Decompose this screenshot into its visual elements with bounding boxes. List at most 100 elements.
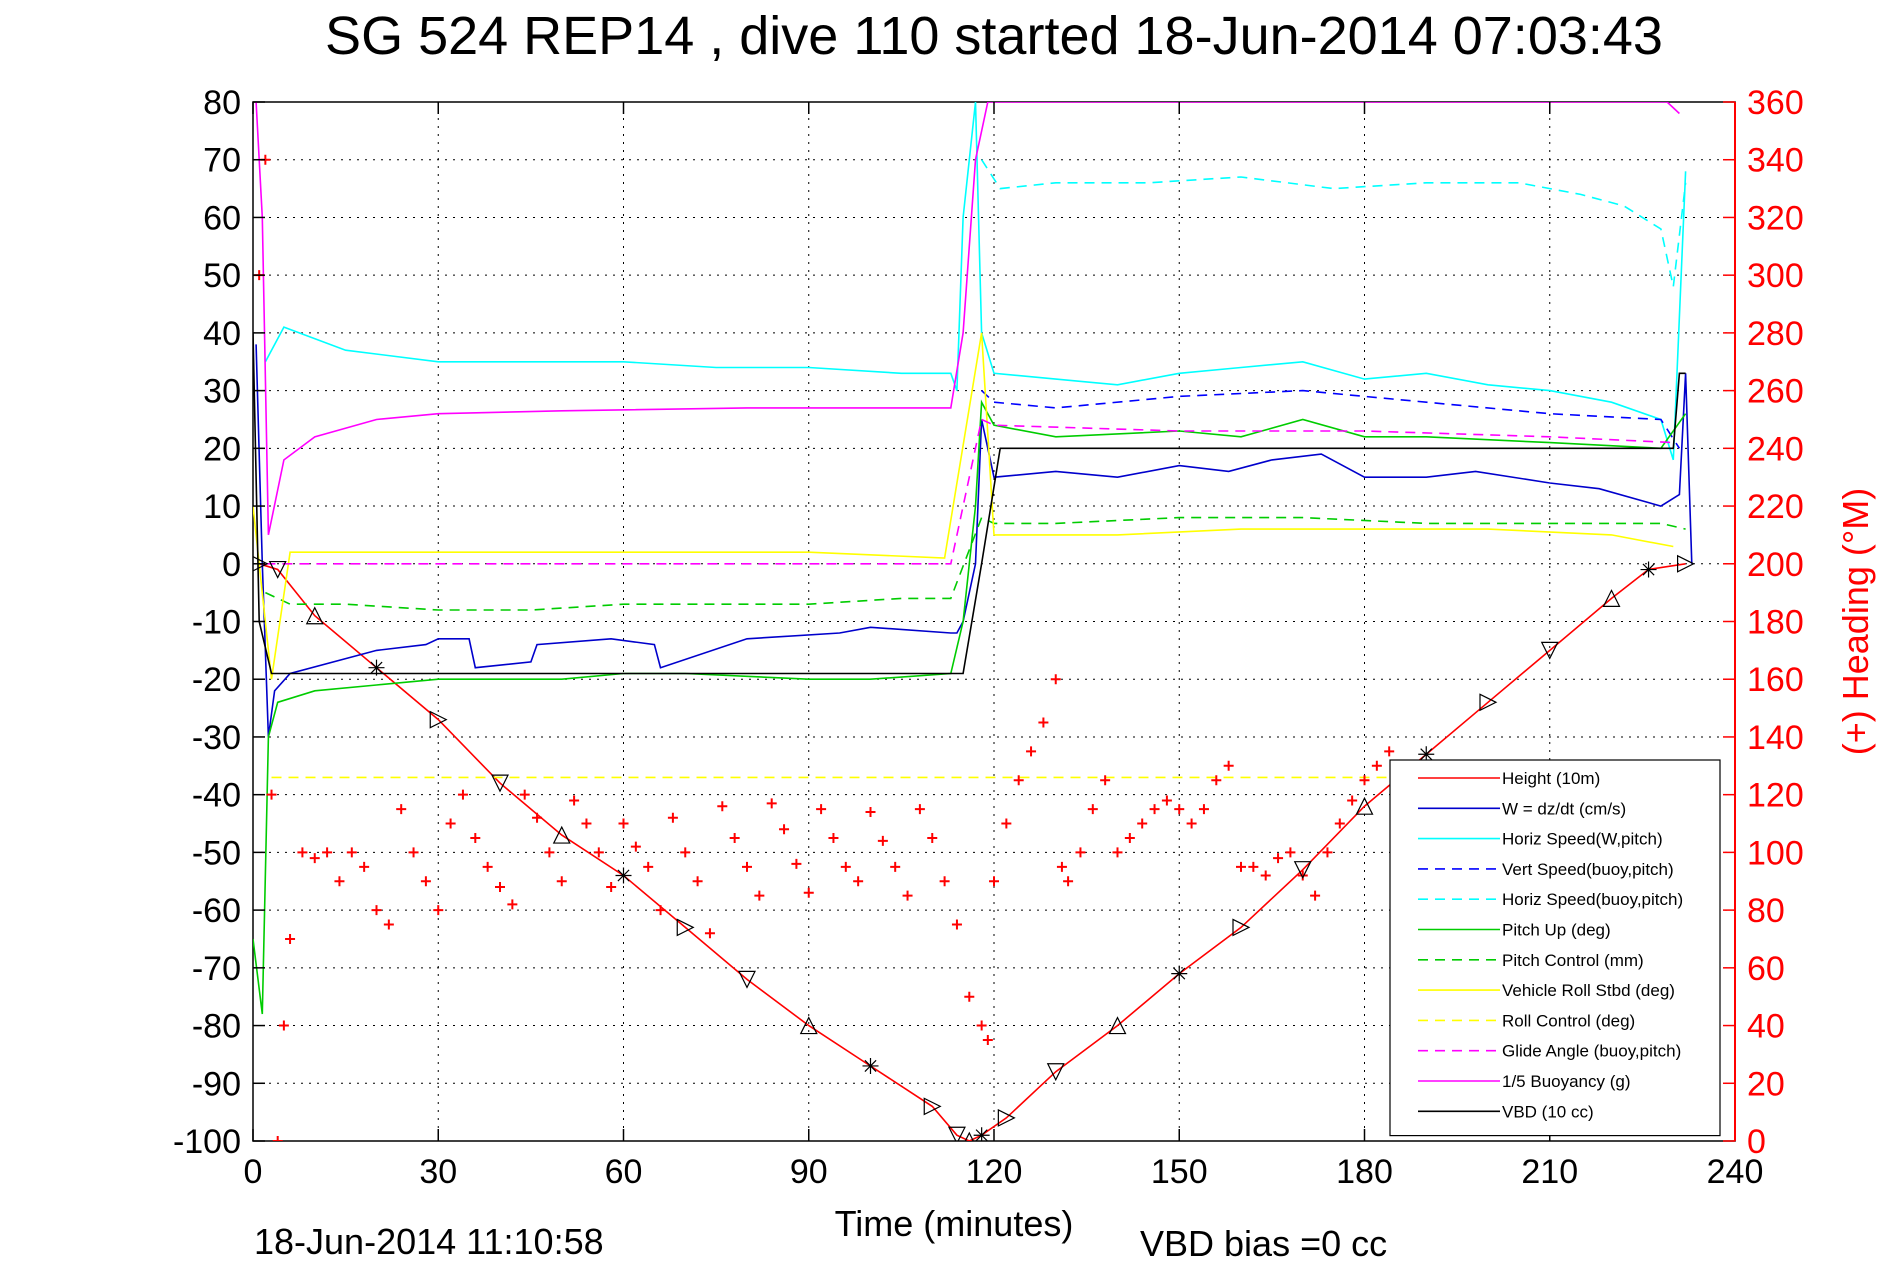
heading-point	[816, 804, 827, 815]
heading-point	[877, 835, 888, 846]
y-right-tick-label: 20	[1747, 1065, 1785, 1103]
heading-point	[1013, 775, 1024, 786]
y-left-tick-label: 40	[203, 315, 241, 353]
series-heading	[254, 154, 1407, 1141]
heading-point	[655, 905, 666, 916]
heading-point	[1038, 717, 1049, 728]
depth-marker	[615, 867, 632, 884]
heading-point	[865, 806, 876, 817]
heading-point	[1149, 804, 1160, 815]
heading-point	[420, 876, 431, 887]
heading-point	[482, 861, 493, 872]
heading-point	[581, 818, 592, 829]
right-axis-label: (+) Heading (°M)	[1835, 488, 1876, 755]
heading-point	[1198, 804, 1209, 815]
heading-point	[1248, 861, 1259, 872]
heading-point	[828, 832, 839, 843]
legend: Height (10m) W = dz/dt (cm/s) Horiz Speed(…	[1389, 759, 1721, 1137]
depth-marker	[1232, 918, 1251, 937]
depth-marker	[429, 710, 448, 729]
series-vert-speed-buoy-pitch	[981, 389, 1681, 449]
heading-point	[1273, 853, 1284, 864]
heading-point	[989, 876, 999, 887]
heading-point	[1310, 890, 1321, 901]
y-left-tick-label: -70	[192, 950, 241, 988]
heading-point	[1124, 832, 1135, 843]
series-pitch-up-deg	[253, 399, 1687, 1015]
legend-entry: Horiz Speed(W,pitch)	[1502, 830, 1663, 849]
y-right-tick-label: 220	[1747, 488, 1804, 526]
y-left-tick-label: -20	[192, 661, 241, 699]
series-horiz-speed-buoy-pitch	[980, 159, 1687, 287]
legend-entry: Roll Control (deg)	[1502, 1011, 1635, 1030]
depth-marker	[1540, 641, 1559, 660]
heading-point	[964, 991, 975, 1002]
depth-marker	[1479, 693, 1498, 712]
y-left-tick-label: 30	[203, 373, 241, 411]
heading-point	[1050, 674, 1061, 685]
heading-point	[593, 847, 604, 858]
depth-marker	[1108, 1016, 1127, 1035]
x-tick-label: 240	[1707, 1153, 1764, 1191]
series-height-10m	[258, 563, 1686, 1141]
heading-point	[890, 861, 901, 872]
depth-marker	[368, 659, 385, 676]
heading-point	[939, 876, 950, 887]
heading-point	[1322, 847, 1333, 858]
y-left-tick-label: -60	[192, 892, 241, 930]
heading-point	[754, 890, 765, 901]
heading-point	[1260, 870, 1271, 881]
heading-point	[976, 1020, 987, 1031]
ticks-layer: 0 30 60 90 120 150 180 210 24080706050403020100-…	[173, 84, 1804, 1191]
heading-point	[840, 861, 851, 872]
heading-point	[544, 847, 555, 858]
x-tick-label: 180	[1336, 1153, 1393, 1191]
heading-point	[742, 861, 752, 872]
depth-marker	[799, 1016, 818, 1035]
heading-point	[278, 1020, 289, 1031]
footer-vbd-bias: VBD bias =0 cc	[1140, 1223, 1387, 1262]
x-tick-label: 90	[790, 1153, 828, 1191]
series-glide-angle-buoy-pitch	[265, 418, 1674, 565]
legend-entry: Height (10m)	[1502, 769, 1600, 788]
y-left-tick-label: -10	[192, 604, 241, 642]
y-left-tick-label: 10	[203, 488, 241, 526]
heading-point	[495, 882, 505, 893]
heading-point	[1359, 775, 1370, 786]
heading-point	[982, 1034, 993, 1045]
heading-point	[266, 789, 277, 800]
depth-markers	[253, 554, 1695, 1141]
heading-point	[1063, 876, 1074, 887]
y-left-tick-label: -30	[192, 719, 241, 757]
heading-point	[272, 1136, 283, 1141]
heading-point	[433, 905, 444, 916]
heading-point	[519, 789, 530, 800]
legend-entry: VBD (10 cc)	[1502, 1102, 1594, 1121]
depth-marker	[862, 1057, 879, 1074]
heading-point	[1026, 746, 1037, 757]
y-left-tick-label: -80	[192, 1008, 241, 1046]
depth-marker	[676, 918, 695, 937]
heading-point	[914, 804, 925, 815]
y-right-tick-label: 240	[1747, 430, 1804, 468]
heading-point	[507, 899, 518, 910]
y-right-tick-label: 280	[1747, 315, 1804, 353]
heading-point	[569, 795, 580, 806]
legend-entry: Pitch Up (deg)	[1502, 921, 1611, 940]
y-right-tick-label: 340	[1747, 142, 1804, 180]
heading-point	[1223, 760, 1234, 771]
heading-point	[1371, 760, 1382, 771]
y-right-tick-label: 260	[1747, 373, 1804, 411]
heading-point	[1112, 847, 1123, 858]
depth-marker	[923, 1097, 942, 1116]
heading-point	[1347, 795, 1358, 806]
legend-box	[1389, 759, 1721, 1137]
heading-point	[680, 847, 691, 858]
series-vbd-10-cc	[253, 332, 1686, 675]
heading-point	[1174, 804, 1185, 815]
depth-marker	[1677, 554, 1695, 573]
y-left-tick-label: 60	[203, 199, 241, 237]
depth-marker	[305, 606, 324, 625]
heading-point	[704, 928, 715, 939]
series-w-dz-dt-cm-s	[255, 344, 1693, 738]
